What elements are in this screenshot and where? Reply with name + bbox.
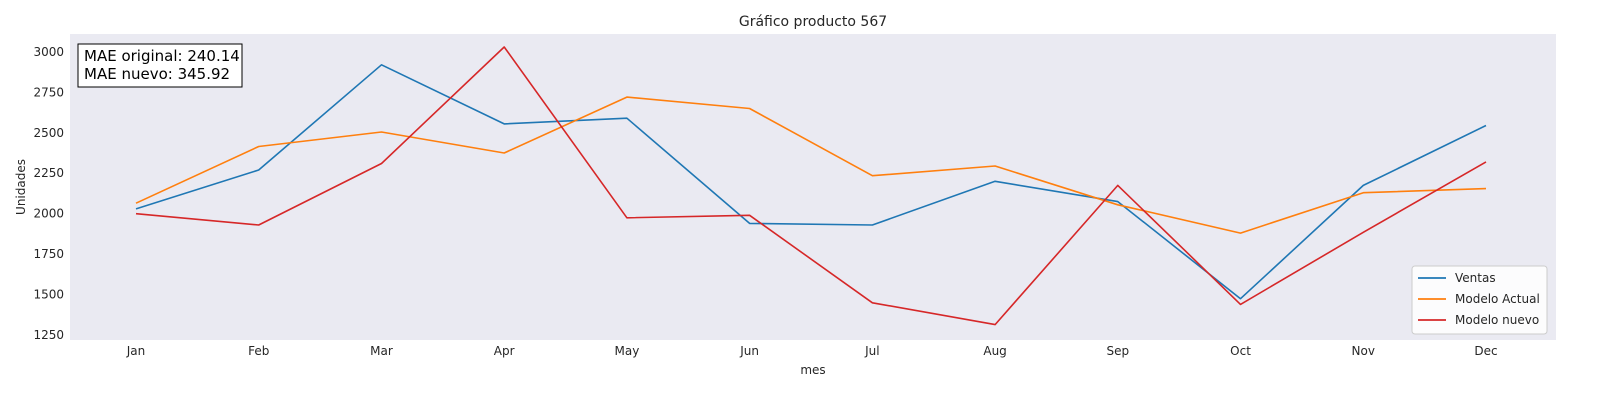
- x-tick-label: Aug: [983, 344, 1006, 358]
- y-tick-label: 2500: [33, 126, 64, 140]
- legend: Ventas Modelo Actual Modelo nuevo: [1411, 265, 1548, 335]
- x-tick-label: Sep: [1107, 344, 1130, 358]
- series-lines: [135, 46, 1487, 326]
- annotation-line: MAE original: 240.14: [84, 47, 240, 65]
- y-tick-label: 2750: [33, 85, 64, 99]
- x-tick-label: Jul: [864, 344, 879, 358]
- y-axis-label: Unidades: [14, 159, 28, 215]
- y-tick-label: 1750: [33, 247, 64, 261]
- x-tick-label: May: [615, 344, 640, 358]
- x-tick-label: Dec: [1474, 344, 1497, 358]
- y-tick-label: 3000: [33, 45, 64, 59]
- y-tick-label: 2250: [33, 166, 64, 180]
- series-line: [135, 64, 1487, 300]
- x-tick-label: Apr: [494, 344, 515, 358]
- x-tick-label: Oct: [1230, 344, 1251, 358]
- x-tick-label: Jun: [739, 344, 759, 358]
- y-tick-label: 1250: [33, 328, 64, 342]
- annotation-frame: [77, 43, 243, 88]
- x-axis: Jan Feb Mar Apr May Jun Jul Aug Sep Oct Nov Dec: [126, 344, 1498, 358]
- y-axis: 1250 1500 1750 2000 2250 2500 2750 3000: [33, 45, 64, 342]
- x-axis-label: mes: [800, 363, 825, 377]
- x-tick-label: Mar: [370, 344, 393, 358]
- legend-entry: Ventas: [1455, 271, 1496, 285]
- y-tick-label: 2000: [33, 207, 64, 221]
- series-line: [135, 46, 1487, 326]
- chart-title: Gráfico producto 567: [739, 14, 887, 30]
- legend-entry: Modelo nuevo: [1455, 313, 1539, 327]
- y-tick-label: 1500: [33, 288, 64, 302]
- x-tick-label: Nov: [1352, 344, 1375, 358]
- plot-area: [70, 34, 1556, 340]
- x-tick-label: Feb: [248, 344, 269, 358]
- annotation-line: MAE nuevo: 345.92: [84, 65, 230, 83]
- x-tick-label: Jan: [126, 344, 146, 358]
- series-line: [135, 96, 1487, 234]
- legend-entry: Modelo Actual: [1455, 292, 1540, 306]
- legend-frame: [1411, 265, 1548, 335]
